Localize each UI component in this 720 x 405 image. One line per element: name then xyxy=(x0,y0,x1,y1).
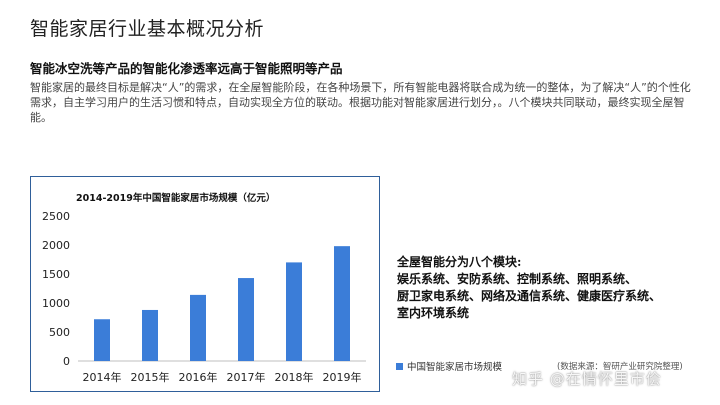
x-tick-label: 2017年 xyxy=(227,370,266,384)
x-tick-label: 2019年 xyxy=(323,370,362,384)
data-source-note: (数据来源：智研产业研究院整理) xyxy=(557,362,683,372)
modules-line: 厨卫家电系统、网络及通信系统、健康医疗系统、 xyxy=(397,289,662,303)
x-tick-label: 2016年 xyxy=(179,370,218,384)
bar xyxy=(238,278,254,361)
x-tick-label: 2015年 xyxy=(131,370,170,384)
legend-label: 中国智能家居市场规模 xyxy=(407,362,503,373)
section-subtitle: 智能冰空洗等产品的智能化渗透率远高于智能照明等产品 xyxy=(30,61,343,76)
x-tick-label: 2018年 xyxy=(275,370,314,384)
modules-heading: 全屋智能分为八个模块: xyxy=(397,255,522,269)
y-tick-label: 1000 xyxy=(42,297,70,310)
bar xyxy=(190,294,206,361)
intro-paragraph: 智能家居的最终目标是解决“人”的需求，在全屋智能阶段，在各种场景下，所有智能电器… xyxy=(30,81,691,124)
y-tick-label: 2500 xyxy=(42,210,70,223)
y-tick-label: 2000 xyxy=(42,239,70,252)
bar xyxy=(286,262,302,361)
modules-line: 室内环境系统 xyxy=(397,306,470,320)
market-size-bar-chart: 2014-2019年中国智能家居市场规模（亿元） 0 500 1000 1500 2000… xyxy=(42,192,366,384)
modules-description: 全屋智能分为八个模块: 娱乐系统、安防系统、控制系统、照明系统、 厨卫家电系统、… xyxy=(397,254,697,322)
y-tick-label: 0 xyxy=(63,355,70,368)
bar xyxy=(142,309,158,361)
bar xyxy=(334,246,350,361)
chart-frame: 2014-2019年中国智能家居市场规模（亿元） 0 500 1000 1500 2000… xyxy=(30,176,380,392)
legend-swatch xyxy=(396,362,403,370)
zhihu-watermark: 知乎 @在情怀里市侩 xyxy=(512,370,662,388)
chart-title: 2014-2019年中国智能家居市场规模（亿元） xyxy=(76,192,275,204)
y-tick-label: 1500 xyxy=(42,268,70,281)
modules-line: 娱乐系统、安防系统、控制系统、照明系统、 xyxy=(397,272,638,286)
bar xyxy=(94,319,110,361)
page-title: 智能家居行业基本概况分析 xyxy=(30,18,265,40)
y-tick-label: 500 xyxy=(49,326,70,339)
x-tick-label: 2014年 xyxy=(83,370,122,384)
chart-legend: 中国智能家居市场规模 xyxy=(396,359,502,373)
